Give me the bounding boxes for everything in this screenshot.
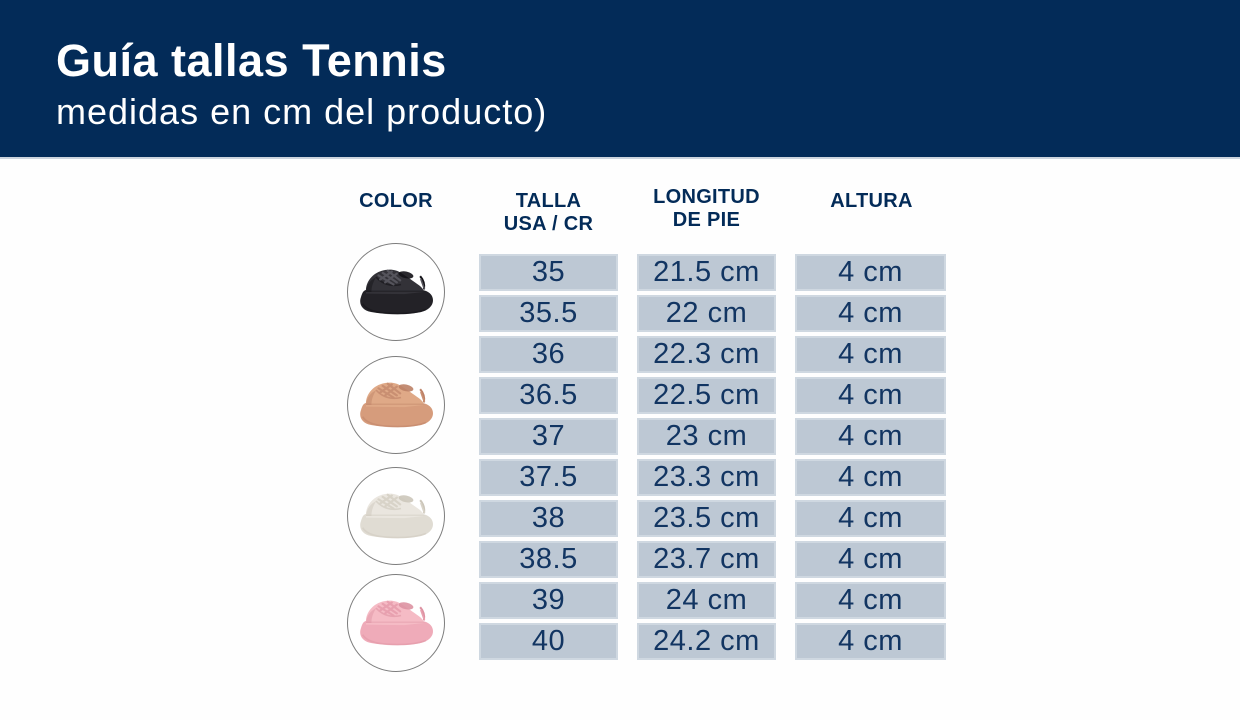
black-sneaker-icon bbox=[360, 269, 433, 315]
cell-altura: 4 cm bbox=[795, 418, 946, 455]
page-title: Guía tallas Tennis bbox=[56, 35, 447, 86]
cell-altura: 4 cm bbox=[795, 582, 946, 619]
cell-altura: 4 cm bbox=[795, 254, 946, 291]
column-header-altura: ALTURA bbox=[830, 190, 913, 212]
table-row: 36 22.3 cm 4 cm bbox=[479, 336, 946, 373]
table-row: 39 24 cm 4 cm bbox=[479, 582, 946, 619]
column-header-talla: TALLA USA / CR bbox=[479, 190, 618, 236]
header-band: Guía tallas Tennis medidas en cm del pro… bbox=[0, 0, 1240, 159]
cell-altura: 4 cm bbox=[795, 541, 946, 578]
shoe-image-tan bbox=[347, 356, 445, 454]
cell-talla: 40 bbox=[479, 623, 618, 660]
column-header-longitud-line2: DE PIE bbox=[672, 209, 741, 231]
table-row: 35.5 22 cm 4 cm bbox=[479, 295, 946, 332]
cell-talla: 38 bbox=[479, 500, 618, 537]
table-row: 37.5 23.3 cm 4 cm bbox=[479, 459, 946, 496]
cell-altura: 4 cm bbox=[795, 336, 946, 373]
column-header-color: COLOR bbox=[359, 190, 433, 212]
column-header-talla-line1: TALLA bbox=[515, 190, 582, 212]
cell-talla: 36 bbox=[479, 336, 618, 373]
cell-altura: 4 cm bbox=[795, 623, 946, 660]
cell-altura: 4 cm bbox=[795, 459, 946, 496]
cell-talla: 35.5 bbox=[479, 295, 618, 332]
table-row: 37 23 cm 4 cm bbox=[479, 418, 946, 455]
cell-talla: 38.5 bbox=[479, 541, 618, 578]
cell-talla: 35 bbox=[479, 254, 618, 291]
shoe-image-white bbox=[347, 467, 445, 565]
column-header-longitud: LONGITUD DE PIE bbox=[637, 186, 776, 232]
cell-talla: 37 bbox=[479, 418, 618, 455]
cell-altura: 4 cm bbox=[795, 500, 946, 537]
cell-altura: 4 cm bbox=[795, 377, 946, 414]
cell-longitud: 24 cm bbox=[637, 582, 776, 619]
table-row: 40 24.2 cm 4 cm bbox=[479, 623, 946, 660]
table-row: 36.5 22.5 cm 4 cm bbox=[479, 377, 946, 414]
column-header-talla-line2: USA / CR bbox=[503, 213, 594, 235]
cell-longitud: 23 cm bbox=[637, 418, 776, 455]
cell-longitud: 21.5 cm bbox=[637, 254, 776, 291]
shoe-image-black bbox=[347, 243, 445, 341]
cell-longitud: 23.3 cm bbox=[637, 459, 776, 496]
tan-sneaker-icon bbox=[360, 382, 433, 428]
cell-talla: 36.5 bbox=[479, 377, 618, 414]
shoe-image-pink bbox=[347, 574, 445, 672]
white-sneaker-icon bbox=[360, 493, 433, 539]
column-header-longitud-line1: LONGITUD bbox=[653, 186, 760, 208]
cell-longitud: 22 cm bbox=[637, 295, 776, 332]
pink-sneaker-icon bbox=[360, 600, 433, 646]
table-row: 38.5 23.7 cm 4 cm bbox=[479, 541, 946, 578]
size-table: 35 21.5 cm 4 cm 35.5 22 cm 4 cm 36 22.3 … bbox=[479, 254, 946, 664]
cell-longitud: 23.7 cm bbox=[637, 541, 776, 578]
cell-longitud: 24.2 cm bbox=[637, 623, 776, 660]
cell-longitud: 22.3 cm bbox=[637, 336, 776, 373]
cell-longitud: 22.5 cm bbox=[637, 377, 776, 414]
table-row: 35 21.5 cm 4 cm bbox=[479, 254, 946, 291]
cell-altura: 4 cm bbox=[795, 295, 946, 332]
cell-longitud: 23.5 cm bbox=[637, 500, 776, 537]
table-row: 38 23.5 cm 4 cm bbox=[479, 500, 946, 537]
cell-talla: 39 bbox=[479, 582, 618, 619]
cell-talla: 37.5 bbox=[479, 459, 618, 496]
page-subtitle: medidas en cm del producto) bbox=[56, 91, 548, 132]
